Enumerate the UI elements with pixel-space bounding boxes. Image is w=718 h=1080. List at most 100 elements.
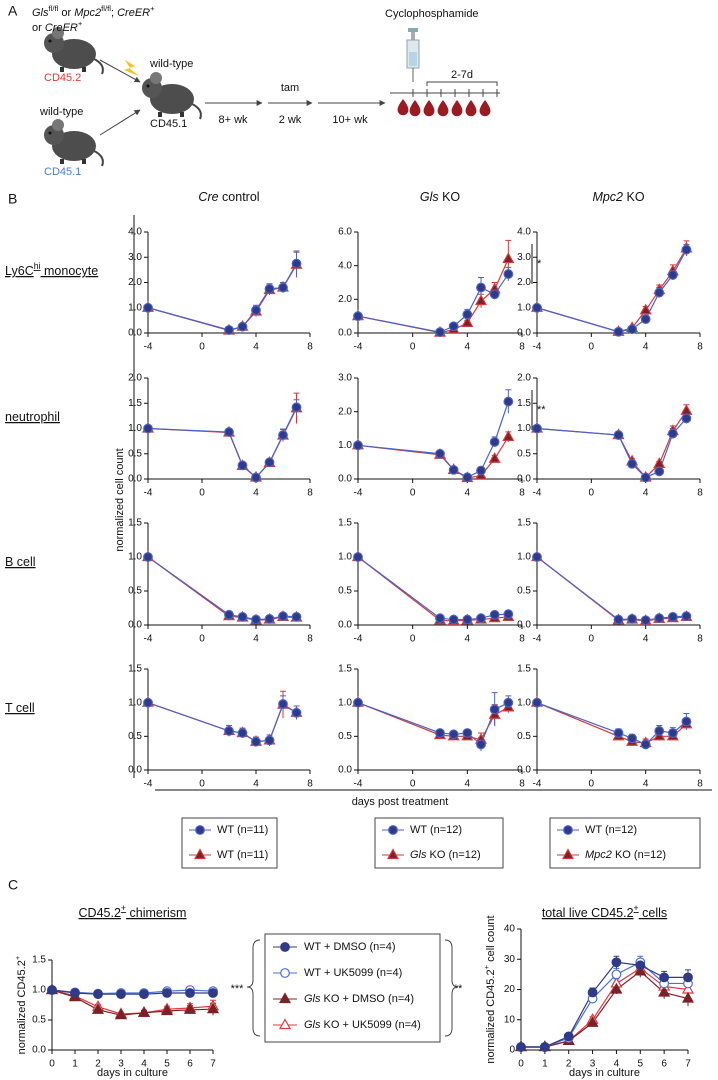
syringe-icon bbox=[406, 28, 420, 82]
data-point bbox=[208, 988, 218, 998]
arrow bbox=[99, 109, 141, 136]
y-axis-title: normalized CD45.2+ cell count bbox=[482, 915, 497, 1063]
legend-box bbox=[374, 817, 504, 869]
x-tick-label: -4 bbox=[354, 779, 363, 790]
x-tick-label: 0 bbox=[518, 1059, 524, 1070]
chart-title-part: chimerism bbox=[126, 906, 186, 920]
data-point bbox=[353, 311, 363, 322]
data-point bbox=[613, 728, 624, 738]
genotype-label-part: + bbox=[150, 4, 155, 13]
data-point bbox=[237, 460, 248, 471]
y-tick-label: 1.5 bbox=[338, 518, 352, 529]
data-point bbox=[206, 1002, 220, 1014]
legend-marker bbox=[193, 848, 207, 860]
x-tick-label: 7 bbox=[210, 1059, 216, 1070]
panel-label: B bbox=[8, 191, 17, 207]
x-tick-label: 0 bbox=[199, 488, 205, 499]
competitor-marker: CD45.1 bbox=[44, 166, 81, 178]
data-point bbox=[640, 314, 651, 325]
legend-label-part: WT (n=12) bbox=[410, 824, 462, 836]
row-label-part: Ly6C bbox=[5, 264, 34, 278]
x-tick-label: 0 bbox=[589, 779, 595, 790]
legend-label-part: WT (n=11) bbox=[217, 849, 268, 861]
row-label: T cell bbox=[5, 701, 35, 715]
data-point bbox=[489, 289, 500, 300]
data-point bbox=[448, 465, 459, 475]
y-tick-label: 1.0 bbox=[338, 697, 352, 708]
data-point bbox=[613, 430, 624, 440]
legend-label-part: Gls bbox=[304, 993, 321, 1005]
series-line bbox=[536, 249, 687, 333]
series-line bbox=[147, 702, 297, 743]
y-tick-label: 1.5 bbox=[128, 664, 142, 675]
data-point bbox=[634, 964, 647, 976]
data-point bbox=[516, 1042, 526, 1052]
data-point bbox=[448, 729, 459, 740]
data-point bbox=[278, 282, 288, 293]
y-tick-label: 4.0 bbox=[517, 227, 531, 238]
legend-label: Mpc2 KO (n=12) bbox=[585, 849, 666, 861]
data-point bbox=[93, 989, 103, 1000]
data-point bbox=[114, 1008, 128, 1020]
y-tick-label: 0.5 bbox=[517, 448, 531, 459]
y-tick-label: 3.0 bbox=[338, 373, 352, 384]
data-point bbox=[435, 448, 445, 459]
x-tick-label: 8 bbox=[519, 634, 525, 645]
x-tick-label: 6 bbox=[661, 1059, 667, 1070]
data-point bbox=[532, 423, 542, 434]
donor-mouse bbox=[43, 26, 104, 75]
x-tick-label: 8 bbox=[697, 488, 703, 499]
x-tick-label: 4 bbox=[465, 779, 471, 790]
legend-marker bbox=[561, 848, 575, 860]
data-point bbox=[639, 303, 652, 315]
data-point bbox=[185, 988, 195, 998]
blood-drop bbox=[479, 100, 491, 117]
x-tick-label: 4 bbox=[614, 1059, 620, 1070]
legend-label-part: Mpc2 bbox=[585, 849, 612, 861]
genotype-label-part: ; bbox=[111, 7, 117, 19]
y-tick-label: 0.5 bbox=[128, 448, 142, 459]
data-point bbox=[503, 609, 514, 620]
data-point bbox=[278, 699, 288, 709]
data-point bbox=[658, 985, 671, 997]
legend-marker bbox=[195, 825, 205, 835]
y-axis-title: normalized cell count bbox=[114, 448, 126, 551]
y-axis-title-part: normalized CD45.2 bbox=[485, 969, 497, 1063]
x-tick-label: 5 bbox=[164, 1059, 170, 1070]
x-tick-label: 0 bbox=[589, 488, 595, 499]
y-tick-label: 1.5 bbox=[32, 955, 46, 966]
x-axis-title: days in culture bbox=[569, 1067, 640, 1079]
significance-label: *** bbox=[231, 983, 245, 995]
chart-title: total live CD45.2+ cells bbox=[542, 903, 667, 920]
y-axis-title-part: normalized CD45.2 bbox=[16, 960, 28, 1054]
series-line bbox=[536, 702, 687, 744]
data-point bbox=[448, 321, 459, 332]
y-tick-label: 1.5 bbox=[517, 518, 531, 529]
series-line bbox=[536, 556, 687, 622]
data-point bbox=[627, 733, 637, 744]
y-tick-label: 0.0 bbox=[128, 328, 142, 339]
x-tick-label: -4 bbox=[533, 779, 542, 790]
legend-label-part: WT (n=11) bbox=[217, 824, 268, 836]
x-tick-label: -4 bbox=[144, 488, 153, 499]
x-tick-label: 4 bbox=[465, 488, 471, 499]
data-point bbox=[681, 716, 692, 727]
column-title: Gls KO bbox=[420, 190, 461, 204]
competitor-label: wild-type bbox=[39, 106, 83, 118]
legend-bracket bbox=[246, 939, 261, 1037]
legend-label: Gls KO + DMSO (n=4) bbox=[304, 993, 414, 1005]
x-tick-label: 0 bbox=[199, 779, 205, 790]
data-point bbox=[681, 244, 692, 255]
y-tick-label: 1.0 bbox=[517, 302, 531, 313]
data-point bbox=[503, 697, 514, 708]
y-tick-label: 2.0 bbox=[517, 277, 531, 288]
data-point bbox=[224, 325, 234, 335]
data-point bbox=[532, 552, 542, 562]
x-tick-label: 7 bbox=[685, 1059, 691, 1070]
data-point bbox=[611, 969, 622, 980]
data-point bbox=[143, 302, 153, 313]
x-tick-label: -4 bbox=[354, 634, 363, 645]
data-point bbox=[476, 465, 486, 476]
series-line bbox=[536, 248, 687, 333]
data-point bbox=[613, 614, 624, 625]
